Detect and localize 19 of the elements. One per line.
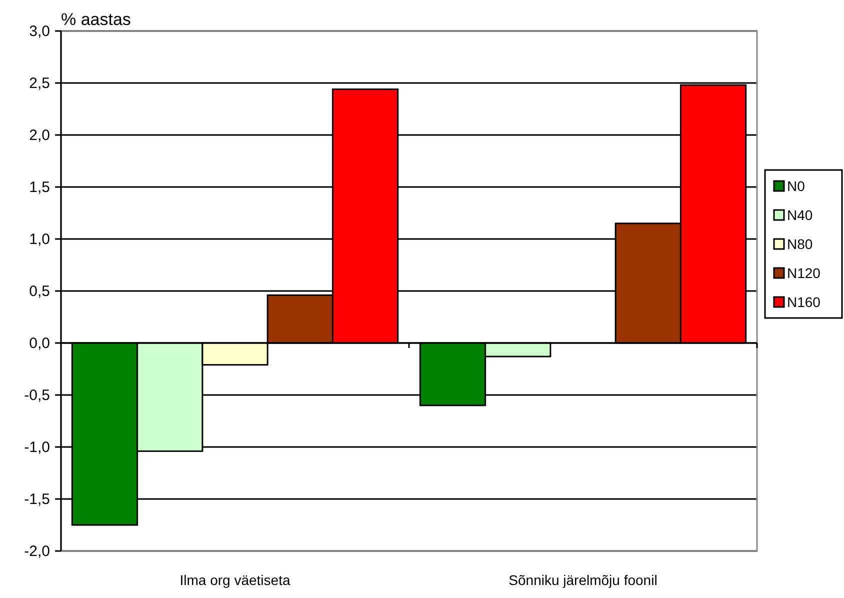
- y-tick-label: 3,0: [29, 22, 50, 40]
- y-tick-label: 1,5: [29, 178, 50, 196]
- y-tick-label: 2,0: [29, 126, 50, 144]
- x-tick-label: Sõnniku järelmõju foonil: [508, 572, 658, 588]
- legend-label: N120: [787, 265, 821, 281]
- y-tick-label: 2,5: [29, 74, 50, 92]
- legend-label: N80: [787, 236, 813, 252]
- y-tick-label: -1,0: [24, 438, 50, 456]
- legend-label: N160: [787, 294, 821, 310]
- y-axis-title: % aastas: [61, 10, 131, 29]
- y-tick-label: 1,0: [29, 230, 50, 248]
- legend-label: N0: [787, 178, 806, 194]
- y-tick-label: 0,5: [29, 282, 50, 300]
- legend-label: N40: [787, 207, 813, 223]
- y-tick-label: 0,0: [29, 334, 50, 352]
- y-tick-label: -1,5: [24, 490, 50, 508]
- x-tick-label: Ilma org väetiseta: [180, 572, 290, 588]
- y-tick-label: -0,5: [24, 386, 50, 404]
- y-tick-label: -2,0: [24, 542, 50, 560]
